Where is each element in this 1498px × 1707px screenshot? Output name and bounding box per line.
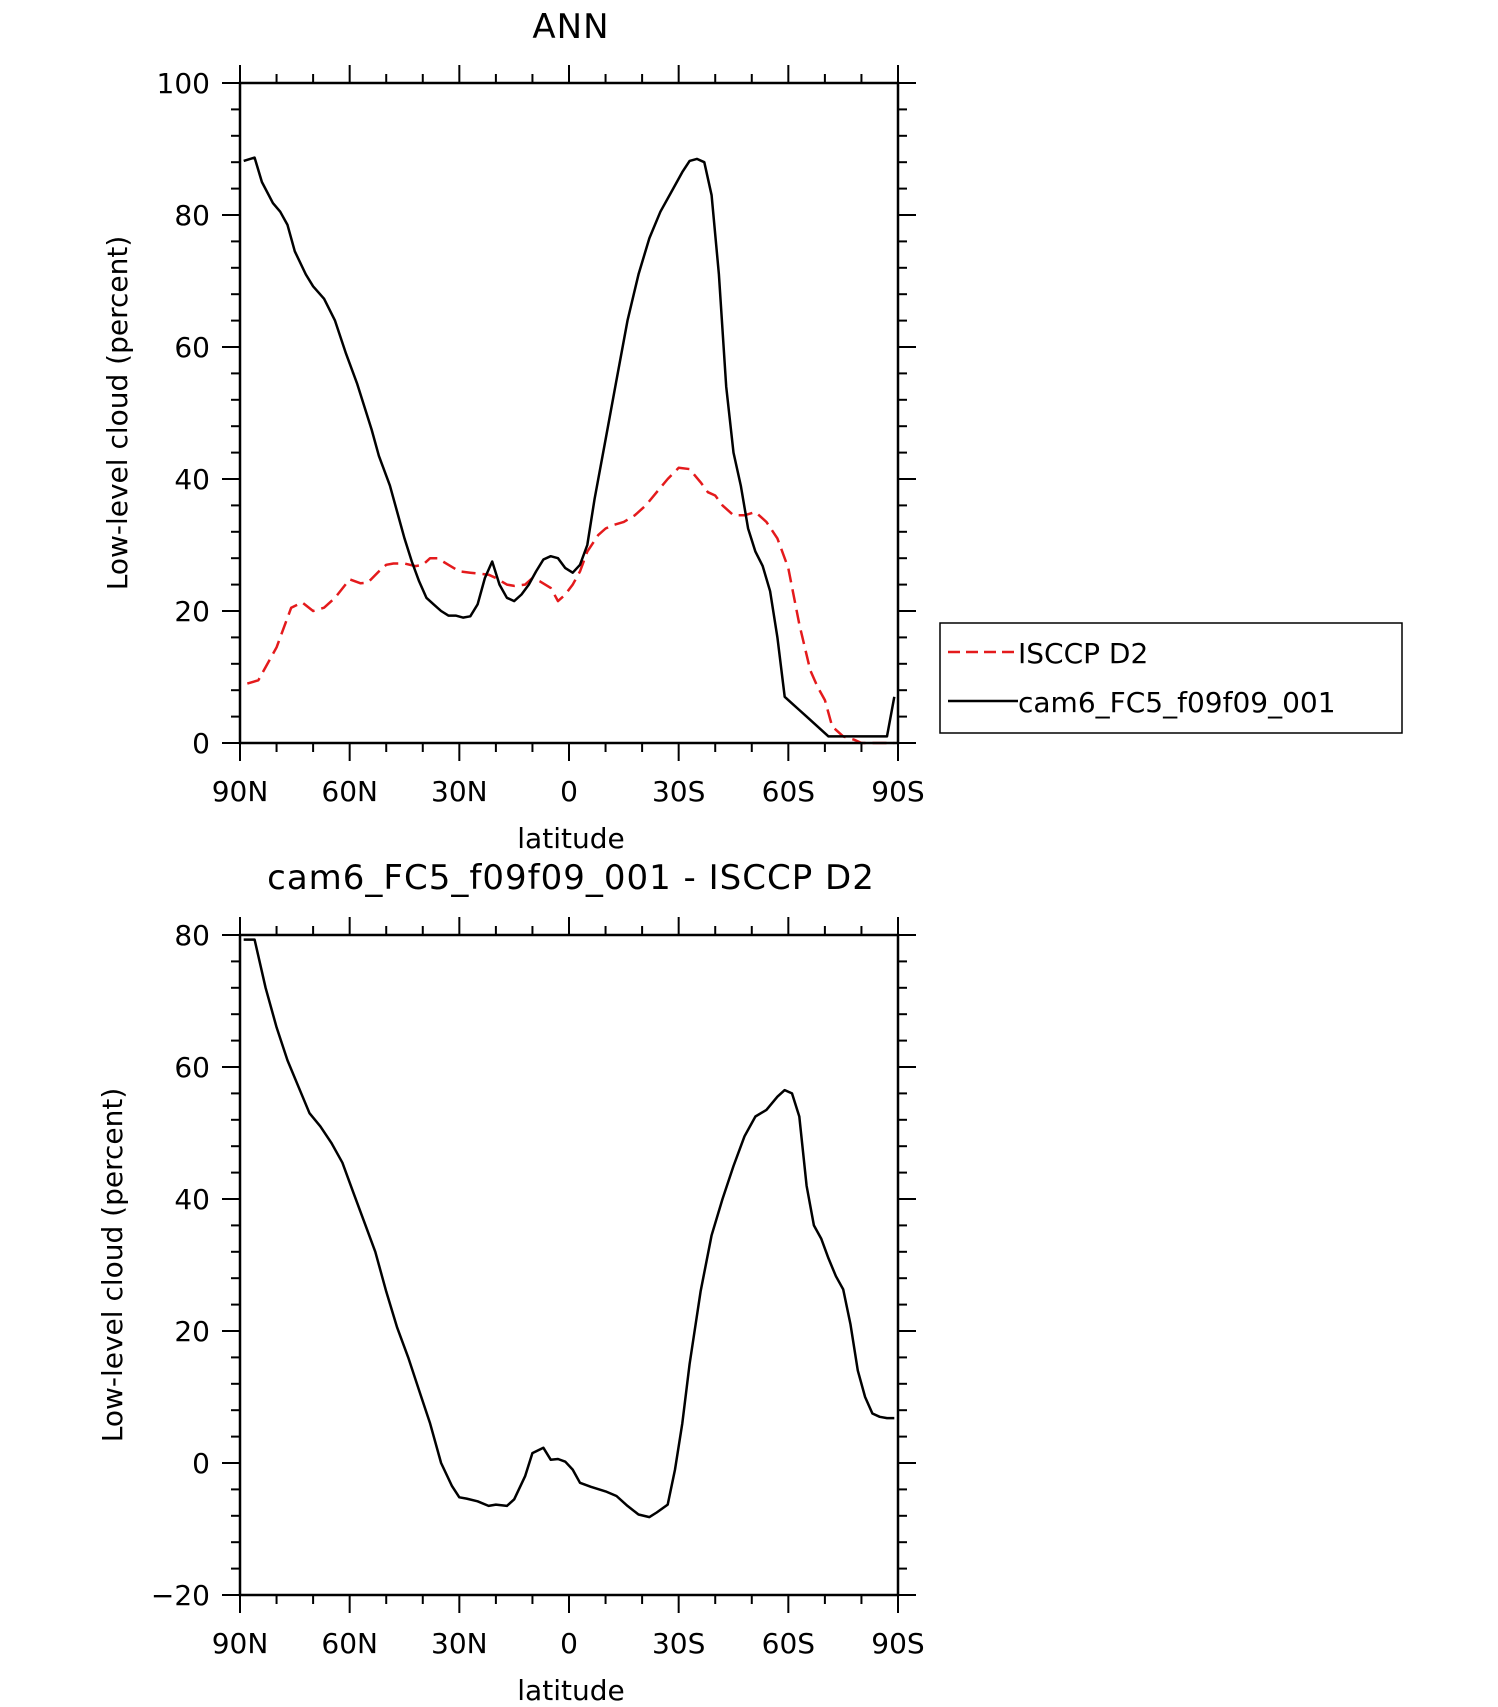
y-axis-label: Low-level cloud (percent) — [96, 1088, 129, 1443]
x-axis: 90N 60N 30N 0 30S 60S 90S — [212, 917, 925, 1660]
y-tick-label: 40 — [174, 463, 210, 496]
chart-panel-top: ANN 0 20 40 60 80 100 90N 60N 30N 0 30S 60S 90S lat… — [101, 7, 1403, 855]
x-tick-label: 0 — [560, 775, 578, 808]
x-tick-label: 60S — [762, 1627, 815, 1660]
x-tick-label: 30S — [652, 775, 705, 808]
plot-frame — [238, 933, 900, 1597]
x-tick-label: 30N — [431, 1627, 488, 1660]
series-line-0 — [246, 466, 895, 745]
y-tick-label: 60 — [174, 1051, 210, 1084]
x-tick-label: 90S — [871, 775, 924, 808]
x-tick-label: 90N — [212, 775, 269, 808]
plot-frame — [238, 81, 900, 745]
x-tick-label: 60N — [321, 1627, 378, 1660]
y-axis: −20 0 20 40 60 80 — [151, 919, 916, 1612]
y-tick-label: 100 — [157, 67, 210, 100]
chart-title: ANN — [532, 7, 609, 47]
y-tick-label: 0 — [192, 727, 210, 760]
legend-box — [939, 622, 1403, 734]
y-axis-label: Low-level cloud (percent) — [101, 236, 134, 591]
x-tick-label: 60N — [321, 775, 378, 808]
legend-label-isccp: ISCCP D2 — [1018, 637, 1148, 670]
y-tick-label: 60 — [174, 331, 210, 364]
series-line-1 — [243, 156, 896, 738]
chart-panel-bottom: cam6_FC5_f09f09_001 - ISCCP D2 −20 0 20 40 6… — [96, 858, 925, 1707]
x-axis-label: latitude — [517, 1674, 624, 1707]
x-tick-label: 90S — [871, 1627, 924, 1660]
x-tick-label: 90N — [212, 1627, 269, 1660]
plot-area — [243, 156, 896, 745]
x-axis: 90N 60N 30N 0 30S 60S 90S — [212, 65, 925, 808]
x-axis-label: latitude — [517, 822, 624, 855]
x-tick-label: 30N — [431, 775, 488, 808]
series-line-0 — [243, 938, 895, 1519]
y-tick-label: −20 — [151, 1579, 210, 1612]
legend: ISCCP D2 cam6_FC5_f09f09_001 — [939, 622, 1403, 734]
x-tick-label: 60S — [762, 775, 815, 808]
y-tick-label: 80 — [174, 919, 210, 952]
x-tick-label: 30S — [652, 1627, 705, 1660]
x-tick-label: 0 — [560, 1627, 578, 1660]
y-tick-label: 20 — [174, 1315, 210, 1348]
y-tick-label: 20 — [174, 595, 210, 628]
y-tick-label: 40 — [174, 1183, 210, 1216]
plot-area — [243, 938, 895, 1519]
legend-label-cam6: cam6_FC5_f09f09_001 — [1018, 686, 1336, 719]
y-tick-label: 0 — [192, 1447, 210, 1480]
chart-title: cam6_FC5_f09f09_001 - ISCCP D2 — [267, 858, 875, 898]
y-axis: 0 20 40 60 80 100 — [157, 67, 916, 760]
y-tick-label: 80 — [174, 199, 210, 232]
